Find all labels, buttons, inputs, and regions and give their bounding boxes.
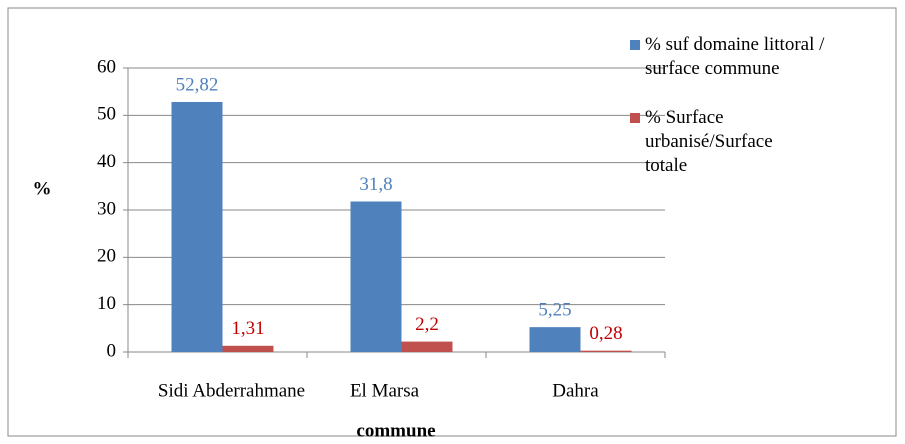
bar (401, 341, 453, 352)
y-axis-label: % (33, 178, 52, 199)
bar (350, 201, 402, 352)
bar (222, 345, 274, 352)
data-label: 52,82 (176, 74, 219, 95)
legend-label: % Surface urbanisé/Surface totale (645, 107, 773, 176)
x-tick-label: Dahra (552, 380, 599, 401)
chart-border (7, 7, 897, 437)
data-label: 5,25 (538, 300, 571, 321)
y-tick-label: 10 (97, 293, 116, 314)
y-tick-label: 30 (97, 198, 116, 219)
data-label: 31,8 (359, 174, 392, 195)
bar (529, 327, 581, 352)
legend-swatch (630, 40, 640, 50)
bar (171, 101, 223, 352)
x-tick-label: El Marsa (350, 380, 420, 401)
x-axis-label: commune (356, 420, 435, 441)
bar (580, 350, 632, 352)
data-label: 2,2 (415, 314, 439, 335)
y-tick-label: 0 (107, 340, 117, 361)
legend-label: % suf domaine littoral / surface commune (645, 34, 825, 79)
x-tick-label: Sidi Abderrahmane (158, 380, 305, 401)
data-label: 0,28 (589, 323, 622, 344)
y-tick-label: 40 (97, 151, 116, 172)
legend-swatch (630, 113, 640, 123)
y-tick-label: 60 (97, 56, 116, 77)
data-label: 1,31 (231, 318, 264, 339)
y-tick-label: 20 (97, 246, 116, 267)
y-tick-label: 50 (97, 104, 116, 125)
